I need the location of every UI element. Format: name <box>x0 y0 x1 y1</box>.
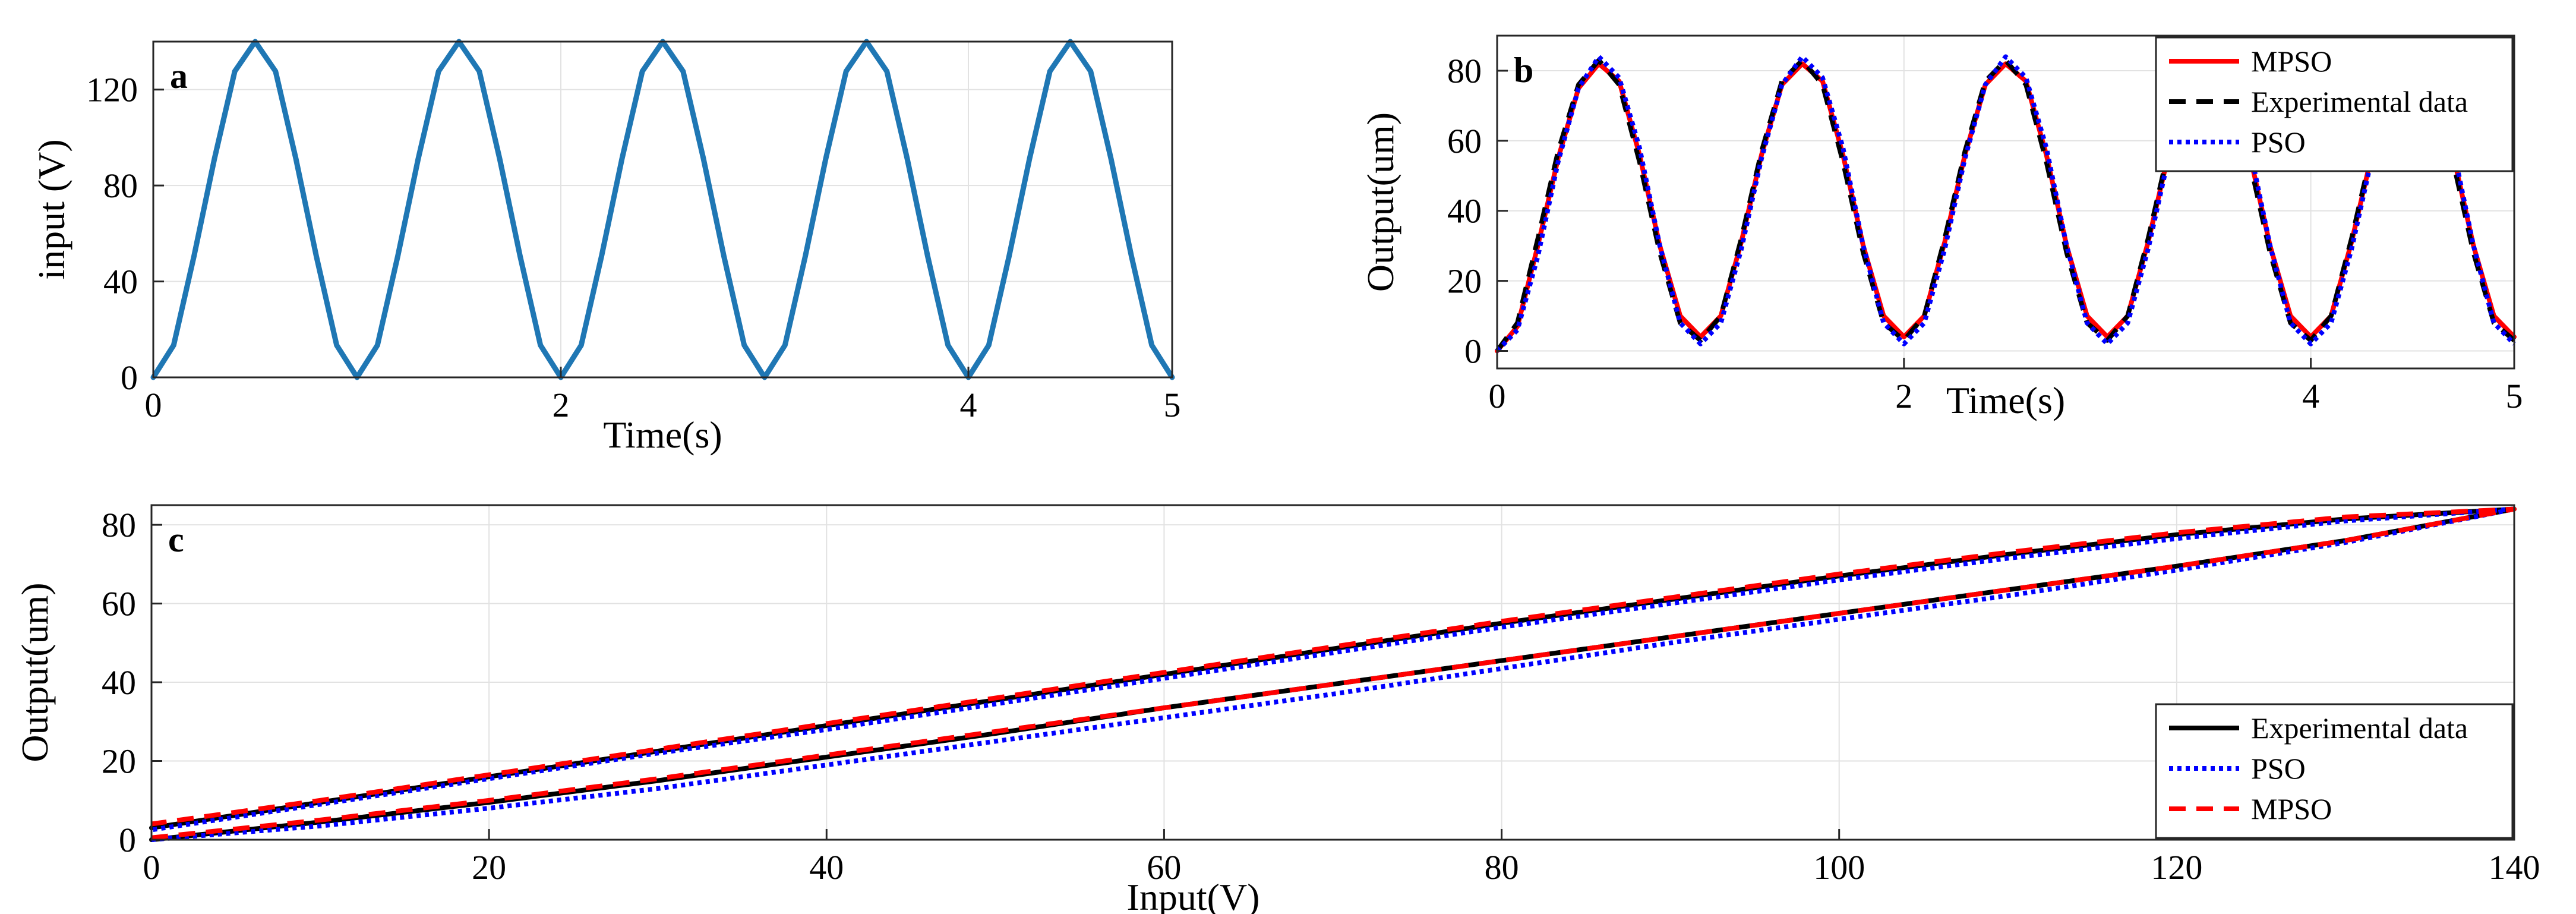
legend-entry-label: Experimental data <box>2251 85 2468 118</box>
y-tick-label: 80 <box>103 166 138 205</box>
x-tick-label: 2 <box>553 386 570 424</box>
axes-box <box>150 504 2515 841</box>
x-tick-label: 4 <box>2302 377 2319 415</box>
x-tick-label: 60 <box>1147 848 1181 887</box>
y-tick-label: 20 <box>1447 262 1482 301</box>
y-tick-label: 40 <box>103 263 138 301</box>
x-tick-label: 2 <box>1895 377 1912 415</box>
panel-label: a <box>170 56 188 96</box>
x-tick-label: 0 <box>1489 377 1506 415</box>
axes-box <box>152 40 1173 379</box>
y-tick-label: 120 <box>86 71 138 109</box>
panel-label: b <box>1514 51 1533 90</box>
legend-entry-label: PSO <box>2251 752 2306 785</box>
plot-area <box>153 42 1172 377</box>
series-line-pso <box>151 506 2517 842</box>
x-tick-label: 20 <box>472 848 506 887</box>
chart-panel-c: 0 20 40 60 80 100 120 140 0 20 40 60 80 Input(V) Outpu… <box>14 504 2540 914</box>
y-tick-label: 0 <box>1464 332 1482 371</box>
y-tick-label: 80 <box>1447 52 1482 90</box>
y-tick-label: 0 <box>121 358 138 397</box>
x-axis-label: Input(V) <box>1127 876 1260 914</box>
x-tick-label: 140 <box>2489 848 2540 887</box>
chart-panel-b: 0 2 4 5 0 20 40 60 80 Time(s) Output(um) b MPSO Exper… <box>1359 34 2523 421</box>
y-tick-label: 20 <box>102 742 136 781</box>
x-tick-label: 100 <box>1813 848 1865 887</box>
plot-area <box>151 505 2514 840</box>
y-tick-label: 0 <box>119 821 136 859</box>
y-axis-label: input (V) <box>30 139 72 279</box>
y-tick-label: 40 <box>102 663 136 702</box>
y-tick-label: 60 <box>102 585 136 623</box>
panel-label: c <box>168 520 184 559</box>
legend-entry-label: Experimental data <box>2251 711 2468 745</box>
x-tick-label: 5 <box>2506 377 2523 415</box>
legend-entry-label: MPSO <box>2251 45 2332 78</box>
series-line-experimental-data <box>1495 58 2516 352</box>
y-tick-label: 60 <box>1447 122 1482 160</box>
chart-panel-a: 0 2 4 5 0 40 80 120 Time(s) input (V) a <box>30 39 1181 456</box>
x-tick-label: 80 <box>1485 848 1519 887</box>
x-tick-label: 120 <box>2151 848 2202 887</box>
x-tick-label: 5 <box>1164 386 1181 424</box>
series-line-pso <box>1495 54 2516 353</box>
y-axis-label: Output(um) <box>14 582 56 762</box>
y-tick-label: 40 <box>1447 192 1482 231</box>
legend: MPSO Experimental data PSO <box>2155 36 2514 172</box>
y-tick-label: 80 <box>102 506 136 544</box>
legend-entry-label: MPSO <box>2251 792 2332 825</box>
legend-entry-label: PSO <box>2251 125 2306 159</box>
x-tick-label: 40 <box>809 848 844 887</box>
x-axis-label: Time(s) <box>1946 379 2065 421</box>
x-tick-label: 0 <box>143 848 160 887</box>
y-axis-label: Output(um) <box>1359 112 1401 292</box>
x-tick-label: 4 <box>960 386 977 424</box>
axes-box <box>1496 34 2515 370</box>
x-tick-label: 0 <box>145 386 162 424</box>
legend: Experimental data PSO MPSO <box>2155 703 2514 839</box>
x-axis-label: Time(s) <box>603 414 722 456</box>
